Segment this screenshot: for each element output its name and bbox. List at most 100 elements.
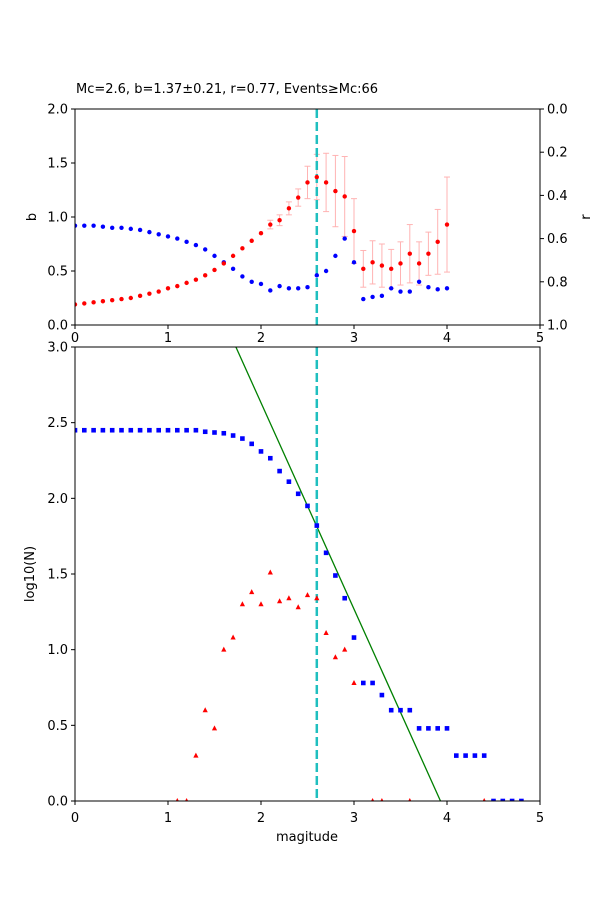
b-point <box>193 277 199 282</box>
bottom-x-tick-label: 5 <box>536 811 544 826</box>
top-y2-tick-label: 1.0 <box>547 319 568 334</box>
cumulative-point <box>277 468 282 474</box>
cumulative-point <box>212 430 217 435</box>
r-point <box>91 223 96 228</box>
noncumulative-point <box>230 634 236 640</box>
noncumulative-point <box>482 798 486 801</box>
bottom-y-tick-label: 2.0 <box>47 492 68 507</box>
top-y-axis-label: b <box>25 213 40 221</box>
b-point <box>296 195 301 200</box>
cumulative-point <box>193 427 199 433</box>
noncumulative-point <box>304 592 311 598</box>
r-point <box>296 286 301 291</box>
r-point <box>370 294 375 300</box>
b-point <box>156 289 161 294</box>
cumulative-point <box>137 427 143 433</box>
b-point <box>314 174 319 180</box>
cumulative-point <box>481 753 487 758</box>
noncumulative-point <box>193 752 199 758</box>
r-point <box>342 236 347 241</box>
b-point <box>184 280 189 286</box>
noncumulative-point <box>408 798 412 801</box>
noncumulative-point <box>371 798 375 801</box>
noncumulative-point <box>221 646 227 652</box>
r-point <box>305 285 310 290</box>
b-point <box>389 266 394 272</box>
cumulative-point <box>202 429 208 435</box>
noncumulative-point <box>249 589 255 595</box>
cumulative-point <box>91 427 96 433</box>
bottom-x-tick-label: 1 <box>164 811 172 826</box>
top-plot-area <box>75 109 450 325</box>
b-point <box>82 301 87 306</box>
r-point <box>212 253 217 259</box>
top-y2-tick-label: 0.4 <box>547 189 568 204</box>
r-point <box>128 226 133 232</box>
top-panel: Mc=2.6, b=1.37±0.21, r=0.77, Events≥Mc:6… <box>25 82 594 346</box>
bottom-x-tick-label: 4 <box>443 811 451 826</box>
cumulative-point <box>175 427 180 433</box>
r-point <box>314 273 319 278</box>
cumulative-point <box>333 573 338 578</box>
b-point <box>305 180 310 185</box>
b-point <box>407 251 412 256</box>
r-point <box>165 234 171 239</box>
top-y-axis: 0.0 0.5 1.0 1.5 2.0 <box>47 103 75 334</box>
noncumulative-point <box>239 601 245 607</box>
cumulative-point <box>119 427 124 433</box>
r-point <box>249 279 254 284</box>
bottom-y-tick-label: 1.0 <box>47 643 68 658</box>
r-point <box>351 260 357 265</box>
b-point <box>240 246 245 251</box>
cumulative-point <box>398 707 403 713</box>
cumulative-point <box>221 430 227 436</box>
cumulative-point <box>509 798 515 801</box>
r-point <box>147 229 152 235</box>
b-point <box>351 228 357 234</box>
cumulative-point <box>249 441 254 447</box>
noncumulative-point <box>323 630 329 636</box>
cumulative-point <box>165 427 171 433</box>
noncumulative-point <box>258 601 264 607</box>
b-point <box>277 218 282 223</box>
bottom-panel: 0 1 2 3 4 5 0.0 0.5 1.0 1.5 2.0 2.5 3.0 magitude lo… <box>23 341 544 846</box>
cumulative-point <box>240 436 245 441</box>
b-point <box>100 299 106 304</box>
cumulative-point <box>491 798 496 801</box>
b-point <box>258 231 264 236</box>
b-point <box>221 261 226 266</box>
noncumulative-point <box>332 654 338 660</box>
fit-line <box>235 347 442 801</box>
bottom-x-axis-label: magitude <box>276 830 338 845</box>
top-y-tick-label: 0.5 <box>47 265 68 280</box>
top-y2-tick-label: 0.2 <box>547 146 568 161</box>
r-point <box>110 225 115 230</box>
top-x-tick-label: 2 <box>257 331 265 346</box>
cumulative-point <box>407 707 413 713</box>
cumulative-point <box>472 753 478 758</box>
cumulative-point <box>147 427 152 433</box>
cumulative-point <box>361 680 366 686</box>
b-point <box>398 261 403 266</box>
cumulative-point <box>109 427 115 433</box>
r-point <box>230 266 236 272</box>
cumulative-point <box>379 692 385 698</box>
r-point <box>398 289 403 294</box>
r-point <box>240 274 245 279</box>
b-point <box>75 302 78 307</box>
bottom-y-axis-label: log10(N) <box>23 546 38 602</box>
top-y-tick-label: 1.0 <box>47 211 68 226</box>
bottom-plot-area <box>75 347 524 801</box>
top-y2-axis-label: r <box>579 214 594 220</box>
top-x-tick-label: 5 <box>536 331 544 346</box>
bottom-y-tick-label: 3.0 <box>47 341 68 356</box>
top-x-tick-label: 1 <box>164 331 172 346</box>
r-point <box>379 293 385 299</box>
r-point <box>286 286 292 291</box>
b-point <box>110 297 115 303</box>
r-point <box>407 289 412 294</box>
bottom-x-tick-label: 3 <box>350 811 358 826</box>
b-point <box>91 300 96 305</box>
cumulative-point <box>184 427 189 433</box>
top-y-tick-label: 1.5 <box>47 157 68 172</box>
